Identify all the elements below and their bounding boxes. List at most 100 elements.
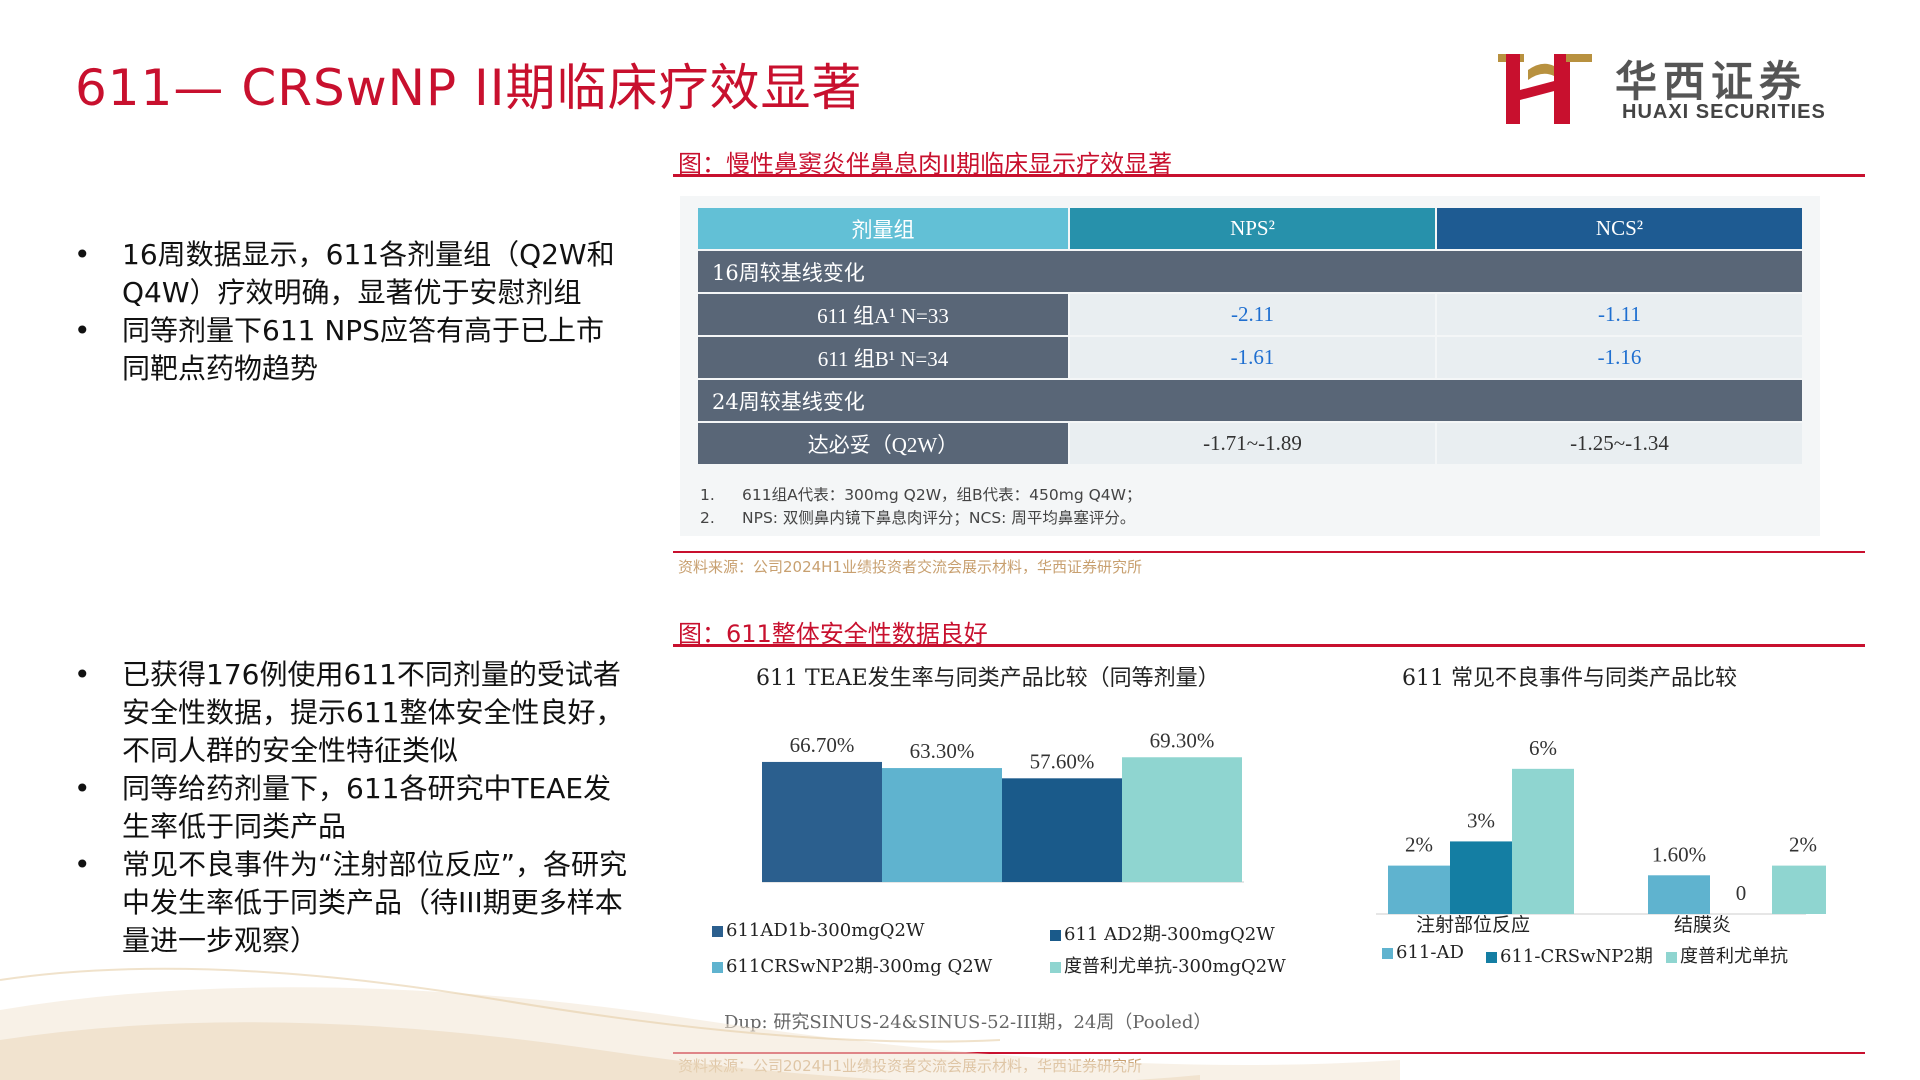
- footnote-item: 1. 611组A代表：300mg Q2W，组B代表：450mg Q4W；: [700, 484, 1142, 507]
- figure2-caption: 图：611整体安全性数据良好: [678, 620, 988, 648]
- bullet-item: • 同等剂量下611 NPS应答有高于已上市同靶点药物趋势: [70, 312, 630, 388]
- safety-charts-panel: 611 TEAE发生率与同类产品比较（同等剂量） 66.70% 63.30% 57.…: [676, 652, 1866, 1044]
- chart2-legend-item: 度普利尤单抗: [1666, 942, 1788, 968]
- data-label: 3%: [1467, 808, 1495, 832]
- table-row: 611 组A¹ N=33 -2.11 -1.11: [698, 294, 1802, 335]
- bar: [882, 768, 1002, 882]
- huaxi-logo: 华西证券 HUAXI SECURITIES: [1490, 45, 1870, 125]
- chart1-title: 611 TEAE发生率与同类产品比较（同等剂量）: [756, 666, 1220, 691]
- table-section-label: 16周较基线变化: [698, 251, 1802, 292]
- bar: [1512, 768, 1574, 914]
- table-row-label: 611 组B¹ N=34: [698, 337, 1068, 378]
- bullet-text: 同等给药剂量下，611各研究中TEAE发生率低于同类产品: [122, 772, 612, 843]
- bar: [762, 761, 882, 882]
- bullet-text: 同等剂量下611 NPS应答有高于已上市同靶点药物趋势: [122, 314, 604, 385]
- figure1-bottom-rule: [673, 551, 1865, 553]
- bar: [1772, 865, 1826, 914]
- adverse-events-bar-chart: 2% 3% 6% 1.60% 0 2%: [1376, 736, 1826, 915]
- legend-swatch: [712, 961, 723, 973]
- data-label: 2%: [1405, 833, 1433, 857]
- legend-swatch: [1666, 951, 1677, 963]
- bullet-list-safety: • 已获得176例使用611不同剂量的受试者安全性数据，提示611整体安全性良好，…: [70, 656, 630, 960]
- chart2-legend-item: 611-CRSwNP2期: [1486, 942, 1653, 968]
- bullet-item: • 已获得176例使用611不同剂量的受试者安全性数据，提示611整体安全性良好，…: [70, 656, 630, 770]
- figure2-top-rule: [673, 644, 1865, 647]
- figure2-source: 资料来源：公司2024H1业绩投资者交流会展示材料，华西证券研究所: [678, 1057, 1142, 1075]
- table-row: 达必妥（Q2W） -1.71~-1.89 -1.25~-1.34: [698, 423, 1802, 464]
- data-label: 2%: [1789, 833, 1817, 857]
- logo-chinese-name: 华西证券: [1615, 57, 1808, 106]
- legend-swatch: [712, 925, 723, 937]
- table-row-label: 达必妥（Q2W）: [698, 423, 1068, 464]
- table-cell: -1.71~-1.89: [1070, 423, 1435, 464]
- teae-bar-chart: 66.70% 63.30% 57.60% 69.30%: [762, 728, 1244, 883]
- table-section-row: 16周较基线变化: [698, 251, 1802, 292]
- table-section-label: 24周较基线变化: [698, 380, 1802, 421]
- footnote-number: 2.: [700, 509, 715, 527]
- chart1-legend-item: 611 AD2期-300mgQ2W: [1050, 920, 1275, 946]
- bar: [1122, 757, 1242, 882]
- bullet-dot-icon: •: [74, 772, 91, 805]
- legend-swatch: [1050, 929, 1061, 941]
- data-label: 63.30%: [910, 739, 975, 763]
- data-label: 0: [1736, 881, 1747, 905]
- bullet-list-efficacy: • 16周数据显示，611各剂量组（Q2W和Q4W）疗效明确，显著优于安慰剂组 •…: [70, 236, 630, 388]
- data-label: 1.60%: [1652, 842, 1706, 866]
- bar: [1450, 841, 1512, 914]
- chart2-legend-item: 611-AD: [1382, 942, 1464, 963]
- figure1-caption: 图：慢性鼻窦炎伴鼻息肉II期临床显示疗效显著: [678, 150, 1173, 178]
- table-row: 611 组B¹ N=34 -1.61 -1.16: [698, 337, 1802, 378]
- efficacy-table: 剂量组 NPS² NCS² 16周较基线变化 611 组A¹ N=33 -2.1…: [696, 206, 1804, 466]
- figure1-source: 资料来源：公司2024H1业绩投资者交流会展示材料，华西证券研究所: [678, 558, 1142, 576]
- bullet-item: • 16周数据显示，611各剂量组（Q2W和Q4W）疗效明确，显著优于安慰剂组: [70, 236, 630, 312]
- chart1-legend-item: 611CRSwNP2期-300mg Q2W: [712, 952, 992, 978]
- table-header-row: 剂量组 NPS² NCS²: [698, 208, 1802, 249]
- legend-swatch: [1486, 951, 1497, 963]
- chart2-category-label: 注射部位反应: [1416, 914, 1531, 936]
- table-cell: -1.61: [1070, 337, 1435, 378]
- footnote-text: NPS: 双侧鼻内镜下鼻息肉评分；NCS: 周平均鼻塞评分。: [742, 509, 1136, 527]
- table-row-label: 611 组A¹ N=33: [698, 294, 1068, 335]
- data-label: 66.70%: [790, 733, 855, 757]
- chart1-legend-item: 度普利尤单抗-300mgQ2W: [1050, 952, 1286, 978]
- bar: [1648, 875, 1710, 914]
- legend-label: 611-CRSwNP2期: [1500, 946, 1653, 967]
- chart1-legend-item: 611AD1b-300mgQ2W: [712, 920, 925, 941]
- footnote-text: 611组A代表：300mg Q2W，组B代表：450mg Q4W；: [742, 486, 1142, 504]
- legend-swatch: [1382, 947, 1393, 959]
- legend-label: 611 AD2期-300mgQ2W: [1064, 924, 1275, 945]
- table-cell: -1.11: [1437, 294, 1802, 335]
- footnote-item: 2. NPS: 双侧鼻内镜下鼻息肉评分；NCS: 周平均鼻塞评分。: [700, 507, 1142, 530]
- efficacy-table-panel: 剂量组 NPS² NCS² 16周较基线变化 611 组A¹ N=33 -2.1…: [680, 196, 1820, 536]
- bullet-dot-icon: •: [74, 314, 91, 347]
- legend-label: 611-AD: [1396, 942, 1464, 963]
- legend-label: 611CRSwNP2期-300mg Q2W: [726, 956, 993, 977]
- bullet-text: 16周数据显示，611各剂量组（Q2W和Q4W）疗效明确，显著优于安慰剂组: [122, 238, 615, 309]
- huaxi-logo-mark-icon: [1498, 54, 1592, 124]
- table-section-row: 24周较基线变化: [698, 380, 1802, 421]
- bullet-dot-icon: •: [74, 848, 91, 881]
- data-label: 6%: [1529, 736, 1557, 760]
- legend-label: 度普利尤单抗: [1680, 946, 1788, 967]
- logo-english-name: HUAXI SECURITIES: [1622, 101, 1826, 123]
- bullet-item: • 常见不良事件为“注射部位反应”，各研究中发生率低于同类产品（待III期更多样本…: [70, 846, 630, 960]
- bar: [1388, 865, 1450, 914]
- legend-label: 度普利尤单抗-300mgQ2W: [1064, 956, 1286, 977]
- figure1-top-rule: [673, 174, 1865, 177]
- table-cell: -1.16: [1437, 337, 1802, 378]
- bullet-text: 常见不良事件为“注射部位反应”，各研究中发生率低于同类产品（待III期更多样本量…: [122, 848, 628, 957]
- chart2-title: 611 常见不良事件与同类产品比较: [1402, 666, 1737, 691]
- bullet-dot-icon: •: [74, 658, 91, 691]
- data-label: 69.30%: [1150, 728, 1215, 752]
- legend-swatch: [1050, 961, 1061, 973]
- bullet-text: 已获得176例使用611不同剂量的受试者安全性数据，提示611整体安全性良好，不…: [122, 658, 624, 767]
- table-header-cell: 剂量组: [698, 208, 1068, 249]
- figure2-bottom-rule: [673, 1052, 1865, 1054]
- bar: [1002, 778, 1122, 882]
- footnote-number: 1.: [700, 486, 715, 504]
- table-header-cell: NCS²: [1437, 208, 1802, 249]
- slide-title: 611— CRSwNP II期临床疗效显著: [75, 59, 863, 117]
- legend-label: 611AD1b-300mgQ2W: [726, 920, 925, 941]
- table-cell: -1.25~-1.34: [1437, 423, 1802, 464]
- table-header-cell: NPS²: [1070, 208, 1435, 249]
